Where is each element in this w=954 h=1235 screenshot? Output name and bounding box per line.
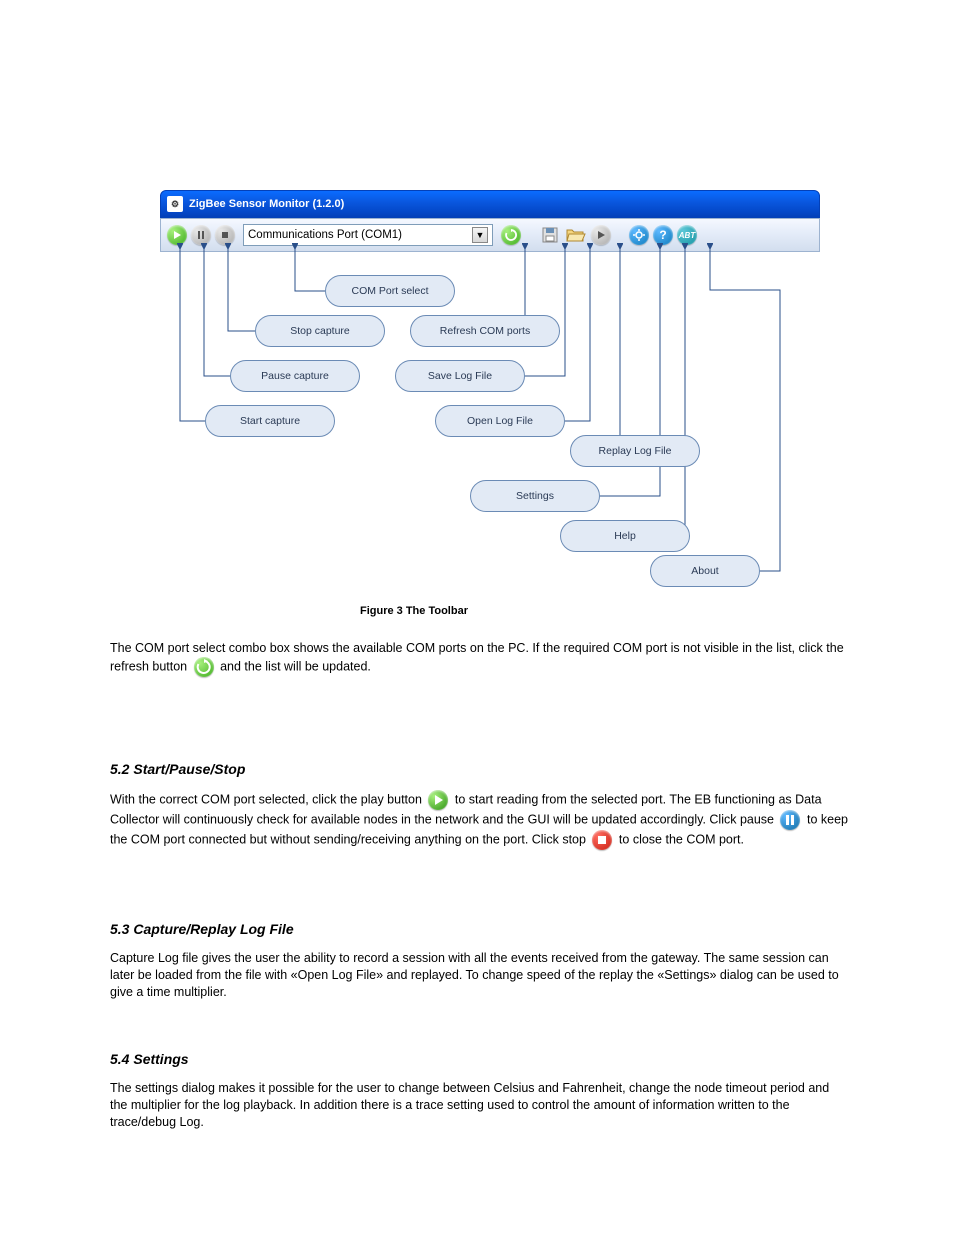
connector-lines	[160, 190, 820, 610]
question-icon: ?	[659, 228, 666, 242]
open-button[interactable]	[565, 224, 587, 246]
callout-stop-capture: Stop capture	[255, 315, 385, 347]
callout-help: Help	[560, 520, 690, 552]
heading-start-pause-stop: 5.2 Start/Pause/Stop	[110, 760, 850, 779]
settings-button[interactable]	[629, 225, 649, 245]
para1a: With the correct COM port selected, clic…	[110, 792, 425, 806]
callout-refresh-ports: Refresh COM ports	[410, 315, 560, 347]
window-titlebar: ⚙ ZigBee Sensor Monitor (1.2.0)	[160, 190, 820, 218]
com-port-select[interactable]: Communications Port (COM1) ▼	[243, 224, 493, 246]
heading-capture-replay: 5.3 Capture/Replay Log File	[110, 920, 850, 939]
play-icon-inline	[428, 790, 448, 810]
dropdown-arrow-icon[interactable]: ▼	[472, 227, 488, 243]
play-button[interactable]	[167, 225, 187, 245]
callout-replay: Replay Log File	[570, 435, 700, 467]
stop-button[interactable]	[215, 225, 235, 245]
figure-caption: Figure 3 The Toolbar	[360, 605, 468, 617]
callout-about: About	[650, 555, 760, 587]
callout-open-log: Open Log File	[435, 405, 565, 437]
paragraph-capture-replay: Capture Log file gives the user the abil…	[110, 950, 850, 1001]
callout-com-select: COM Port select	[325, 275, 455, 307]
callout-start-capture: Start capture	[205, 405, 335, 437]
save-button[interactable]	[539, 224, 561, 246]
callout-pause-capture: Pause capture	[230, 360, 360, 392]
callout-save-log: Save Log File	[395, 360, 525, 392]
toolbar-diagram: ⚙ ZigBee Sensor Monitor (1.2.0) Communic…	[160, 190, 820, 590]
stop-icon-inline	[592, 830, 612, 850]
pause-icon-inline	[780, 810, 800, 830]
paragraph-com: The COM port select combo box shows the …	[110, 640, 850, 677]
para-com-b: and the list will be updated.	[220, 659, 371, 673]
replay-button[interactable]	[591, 225, 611, 245]
help-button[interactable]: ?	[653, 225, 673, 245]
app-icon: ⚙	[167, 196, 183, 212]
paragraph-settings: The settings dialog makes it possible fo…	[110, 1080, 850, 1131]
window-title: ZigBee Sensor Monitor (1.2.0)	[189, 198, 344, 210]
com-port-label: Communications Port (COM1)	[248, 229, 402, 241]
heading-settings: 5.4 Settings	[110, 1050, 850, 1069]
pause-button[interactable]	[191, 225, 211, 245]
toolbar: Communications Port (COM1) ▼ ? ABT	[160, 218, 820, 252]
refresh-icon-inline	[194, 657, 214, 677]
about-icon: ABT	[679, 231, 695, 240]
refresh-button[interactable]	[501, 225, 521, 245]
paragraph-start-pause-stop: With the correct COM port selected, clic…	[110, 790, 850, 850]
para1d: to close the COM port.	[619, 832, 744, 846]
callout-settings: Settings	[470, 480, 600, 512]
about-button[interactable]: ABT	[677, 225, 697, 245]
